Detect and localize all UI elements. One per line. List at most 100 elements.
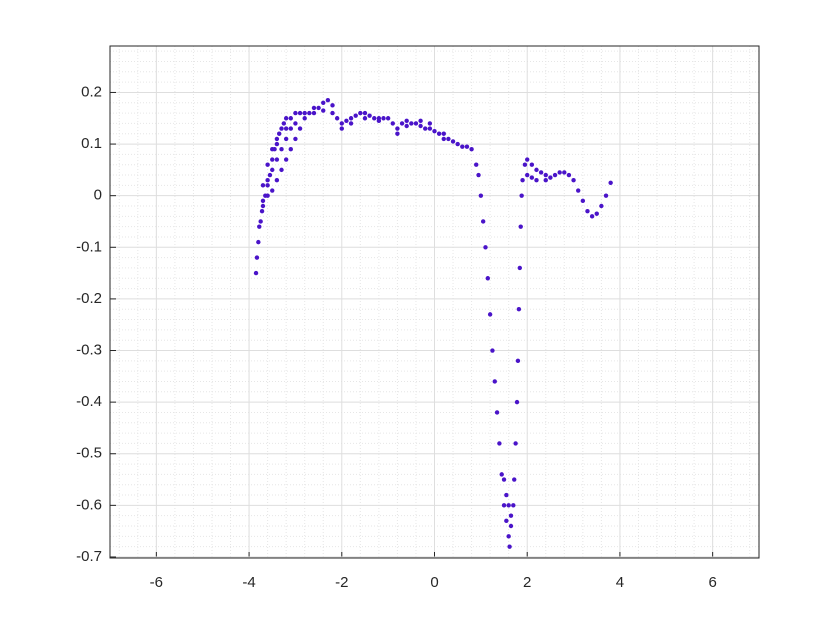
point — [344, 118, 349, 124]
point — [274, 157, 280, 162]
point — [492, 379, 497, 384]
point — [499, 472, 504, 477]
point — [325, 97, 331, 103]
point — [513, 441, 518, 446]
point — [599, 203, 604, 209]
point — [517, 265, 522, 271]
point — [253, 270, 259, 276]
point — [348, 116, 354, 121]
point — [455, 141, 460, 147]
point — [515, 358, 521, 364]
point — [330, 110, 335, 116]
point — [274, 141, 280, 147]
point — [257, 224, 262, 229]
point — [293, 110, 298, 116]
point — [418, 123, 423, 129]
point — [571, 177, 576, 183]
y-tick-label: -0.4 — [76, 393, 102, 410]
point — [283, 126, 289, 131]
point — [518, 224, 523, 229]
point — [464, 144, 470, 149]
point — [514, 399, 520, 405]
y-tick-label: -0.5 — [76, 445, 102, 462]
point — [441, 136, 446, 142]
point — [339, 121, 344, 126]
x-tick-label: 6 — [708, 574, 716, 591]
point — [450, 139, 456, 144]
point — [427, 121, 433, 126]
point — [529, 175, 535, 180]
point — [497, 441, 502, 446]
point — [390, 121, 395, 126]
point — [520, 177, 525, 183]
point — [487, 312, 493, 317]
point — [432, 128, 437, 134]
point — [293, 136, 298, 142]
point — [283, 157, 289, 162]
point — [508, 513, 514, 518]
point — [534, 177, 539, 183]
point — [376, 118, 382, 124]
y-tick-label: -0.1 — [76, 238, 102, 255]
y-tick-label: 0.1 — [81, 135, 102, 152]
point — [494, 410, 500, 415]
point — [362, 110, 368, 116]
point — [409, 121, 414, 126]
point — [362, 116, 368, 121]
point — [256, 239, 261, 245]
point — [288, 126, 293, 131]
point — [260, 183, 266, 188]
point — [297, 110, 303, 116]
point — [529, 162, 535, 167]
point — [279, 147, 284, 152]
point — [548, 175, 553, 180]
point — [504, 518, 509, 524]
point — [330, 103, 335, 108]
point — [504, 492, 509, 498]
point — [525, 157, 530, 162]
point — [543, 172, 548, 178]
point — [585, 208, 590, 214]
point — [516, 307, 522, 312]
point — [274, 136, 280, 142]
y-tick-label: 0 — [94, 187, 102, 204]
point — [265, 183, 270, 188]
point — [353, 113, 358, 118]
point — [501, 477, 507, 482]
point — [311, 105, 317, 111]
point — [270, 147, 275, 152]
point — [260, 203, 266, 209]
point — [413, 121, 419, 126]
point — [274, 177, 280, 183]
point — [436, 131, 442, 136]
x-tick-label: 4 — [616, 574, 624, 591]
point — [258, 219, 263, 224]
x-tick-label: -6 — [150, 574, 163, 591]
x-tick-label: -2 — [335, 574, 348, 591]
point — [381, 116, 386, 121]
point — [404, 123, 409, 129]
point — [501, 503, 507, 508]
point — [474, 162, 479, 167]
point — [270, 157, 275, 162]
axes-box — [109, 45, 760, 559]
y-tick-label: -0.7 — [76, 548, 102, 565]
point — [334, 116, 340, 121]
point — [483, 245, 488, 250]
point — [385, 116, 391, 121]
point — [265, 162, 270, 167]
point — [511, 503, 516, 508]
point — [446, 136, 451, 142]
point — [283, 136, 289, 142]
point — [277, 131, 282, 136]
y-tick-label: -0.3 — [76, 341, 102, 358]
point — [270, 188, 275, 193]
point — [525, 172, 530, 178]
point — [576, 188, 581, 193]
point — [478, 193, 484, 198]
point — [508, 523, 514, 529]
point — [288, 116, 293, 121]
point — [267, 172, 273, 178]
point — [307, 110, 312, 116]
